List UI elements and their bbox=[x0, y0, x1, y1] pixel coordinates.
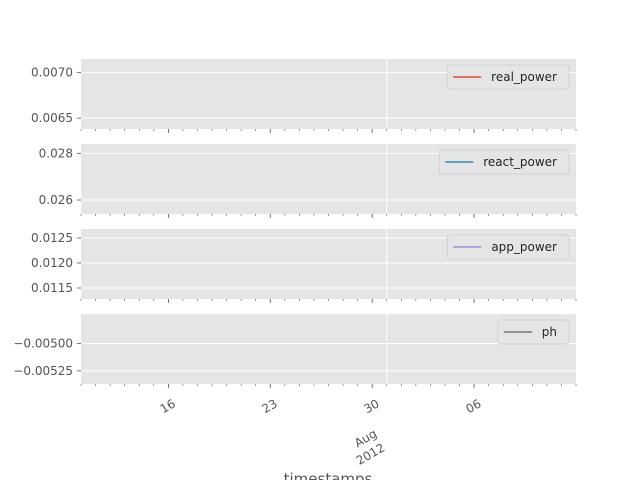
y-tick-label: 0.0070 bbox=[31, 66, 73, 80]
y-tick-label: 0.0120 bbox=[31, 256, 73, 270]
x-tick-label: 16 bbox=[158, 396, 178, 416]
x-tick-label: 30 bbox=[361, 396, 381, 416]
subplot-real_power: 0.0065 0.0070 real_power bbox=[31, 59, 577, 133]
legend-box bbox=[446, 234, 570, 260]
legend: real_power bbox=[446, 64, 570, 90]
y-tick-label: 0.028 bbox=[39, 146, 73, 160]
y-tick-label: 0.0065 bbox=[31, 111, 73, 125]
x-tick-label: 23 bbox=[260, 396, 280, 416]
legend-label: app_power bbox=[491, 240, 557, 254]
legend: react_power bbox=[438, 149, 570, 175]
y-tick-label: 0.026 bbox=[39, 193, 73, 207]
legend-box bbox=[497, 319, 570, 345]
x-tick-label: 06 bbox=[463, 396, 483, 416]
subplot-react_power: 0.026 0.028 react_power bbox=[39, 144, 577, 218]
plot-area bbox=[81, 314, 576, 384]
legend-label: react_power bbox=[483, 155, 557, 169]
legend-box bbox=[446, 64, 570, 90]
subplot-app_power: 0.0115 0.0120 0.0125 app_power bbox=[31, 229, 577, 303]
y-tick-label: 0.0125 bbox=[31, 231, 73, 245]
y-tick-label: −0.00525 bbox=[13, 364, 73, 378]
x-axis-label: timestamps bbox=[284, 470, 373, 480]
legend-label: real_power bbox=[491, 70, 557, 84]
y-tick-label: 0.0115 bbox=[31, 281, 73, 295]
legend: ph bbox=[497, 319, 570, 345]
legend: app_power bbox=[446, 234, 570, 260]
legend-box bbox=[438, 149, 570, 175]
y-tick-label: −0.00500 bbox=[13, 337, 73, 351]
legend-label: ph bbox=[542, 325, 557, 339]
subplot-ph: −0.00525 −0.00500 ph bbox=[13, 314, 577, 388]
